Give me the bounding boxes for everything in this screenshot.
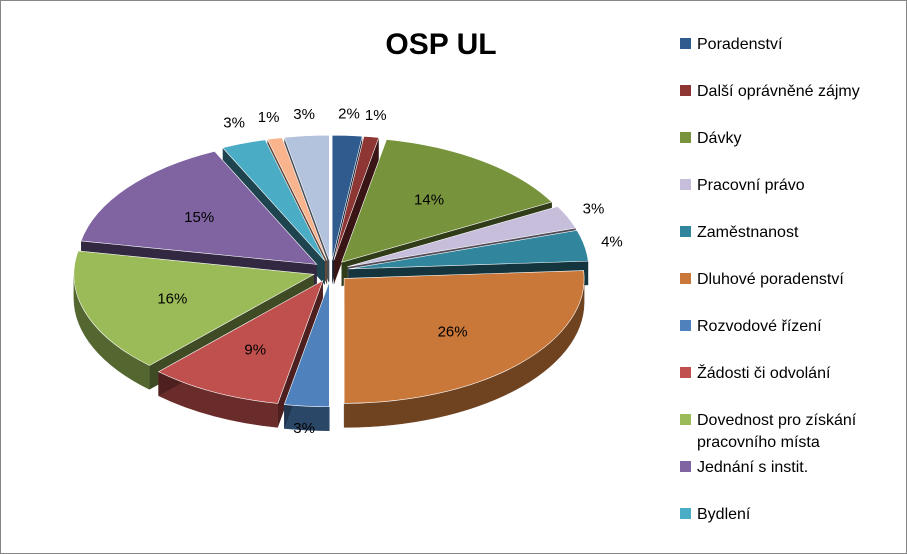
data-label-5: 4% [601,233,623,250]
legend-label: Poradenství [697,36,783,53]
pie-slice-2 [333,136,380,285]
legend-item-8: Žádosti či odvolání [680,363,831,382]
legend: Poradenství Další oprávněné zájmy Dávky Pra… [680,36,860,523]
legend-item-3: Dávky [680,130,741,147]
legend-label: Dovednost pro získání [697,412,857,429]
legend-label: Dluhové poradenství [697,271,844,288]
legend-item-7: Rozvodové řízení [680,318,822,335]
legend-item-6: Dluhové poradenství [680,271,844,288]
data-label-13: 3% [293,106,315,123]
legend-swatch [680,273,691,284]
data-label-7: 3% [293,420,315,437]
legend-label: Dávky [697,130,741,147]
legend-label: Žádosti či odvolání [697,363,831,382]
legend-label: Zaměstnanost [697,224,799,241]
legend-swatch [680,85,691,96]
data-label-10: 15% [184,209,214,226]
legend-swatch [680,179,691,190]
legend-item-1: Poradenství [680,36,783,53]
legend-swatch [680,461,691,472]
data-label-3: 14% [414,192,444,209]
legend-item-9: Dovednost pro získání pracovního místa [680,412,857,451]
legend-swatch [680,414,691,425]
legend-label: Pracovní právo [697,177,805,194]
pie-slice-6 [343,270,585,428]
data-label-9: 16% [157,290,187,307]
data-label-12: 1% [258,109,280,126]
legend-item-5: Zaměstnanost [680,224,799,241]
data-label-6: 26% [438,323,468,340]
chart-title: OSP UL [385,28,496,61]
data-label-2: 1% [365,107,387,124]
legend-label: Bydlení [697,506,751,523]
legend-item-4: Pracovní právo [680,177,805,194]
legend-item-11: Bydlení [680,506,751,523]
legend-swatch [680,38,691,49]
legend-swatch [680,320,691,331]
labels-layer: 2% 1% 14% 3% 4% 26% 3% 9% 16% 15% 3% 1% 3% [157,106,622,438]
legend-swatch [680,226,691,237]
data-label-11: 3% [223,115,245,132]
legend-swatch [680,508,691,519]
legend-swatch [680,367,691,378]
data-label-4: 3% [583,200,605,217]
legend-label: Rozvodové řízení [697,318,822,335]
legend-label: pracovního místa [697,434,820,451]
legend-label: Další oprávněné zájmy [697,83,860,100]
legend-item-2: Další oprávněné zájmy [680,83,860,100]
slices-layer [73,134,589,432]
legend-swatch [680,132,691,143]
pie-slice-7 [283,281,330,432]
data-label-8: 9% [244,342,266,359]
legend-label: Jednání s instit. [697,459,808,476]
legend-item-10: Jednání s instit. [680,459,808,476]
data-label-1: 2% [338,106,360,123]
